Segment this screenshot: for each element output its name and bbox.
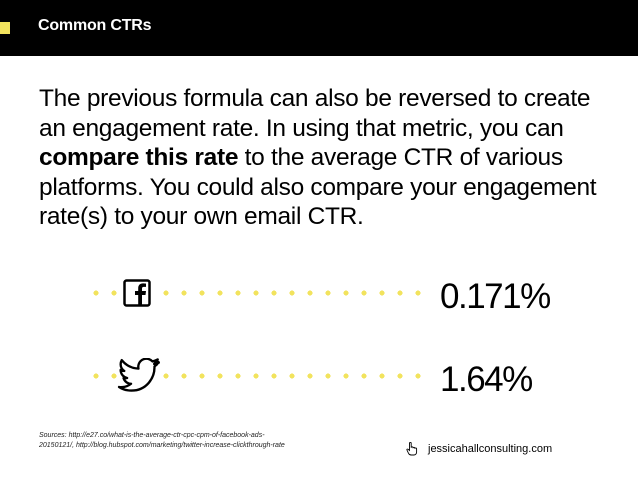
pointing-hand-icon bbox=[406, 442, 418, 456]
body-text-part1: The previous formula can also be reverse… bbox=[39, 85, 591, 142]
twitter-ctr-value: 1.64% bbox=[440, 360, 533, 399]
body-paragraph: The previous formula can also be reverse… bbox=[39, 84, 619, 232]
dotted-leader-left-twitter bbox=[87, 373, 123, 379]
dotted-leader-left-facebook bbox=[87, 290, 123, 296]
header-bar: Common CTRs bbox=[0, 0, 638, 56]
dotted-leader-right-facebook bbox=[157, 290, 427, 296]
body-text-part2: to the average CTR of various platforms.… bbox=[39, 144, 597, 231]
slide-title: Common CTRs bbox=[38, 17, 152, 34]
sources-citation: Sources: http://e27.co/what-is-the-avera… bbox=[39, 432, 285, 449]
twitter-icon bbox=[117, 358, 160, 392]
facebook-ctr-value: 0.171% bbox=[440, 277, 551, 316]
header-accent-square bbox=[0, 22, 10, 34]
dotted-leader-right-twitter bbox=[157, 373, 427, 379]
body-text-bold: compare this rate bbox=[39, 144, 239, 172]
website-link[interactable]: jessicahallconsulting.com bbox=[428, 443, 553, 455]
facebook-icon bbox=[123, 279, 151, 307]
